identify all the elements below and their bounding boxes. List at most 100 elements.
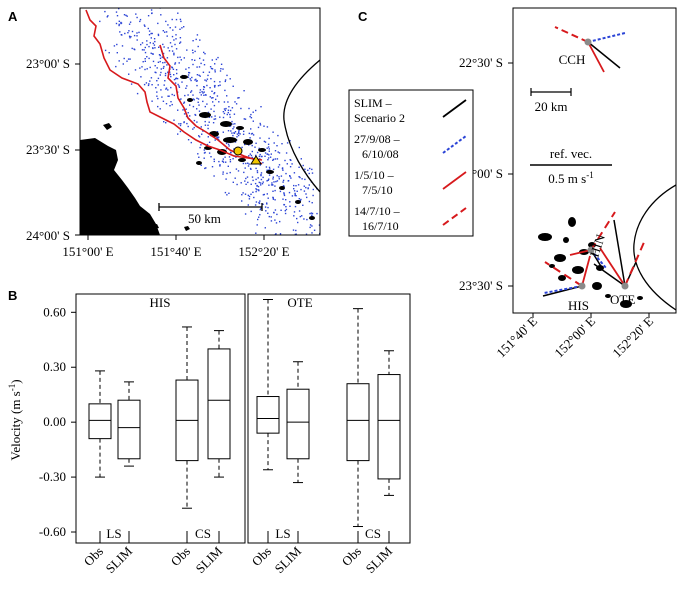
drifter-point	[187, 139, 190, 141]
drifter-point	[266, 180, 268, 182]
drifter-point	[192, 40, 194, 42]
drifter-point	[299, 176, 301, 179]
drifter-point	[222, 131, 224, 133]
drifter-point	[168, 50, 171, 52]
drifter-point	[211, 166, 214, 168]
drifter-point	[251, 150, 253, 153]
drifter-point	[162, 30, 164, 32]
y-axis-label: Velocity (m s-1)	[7, 379, 23, 460]
drifter-point	[272, 176, 274, 178]
drifter-point	[321, 236, 322, 237]
drifter-point	[134, 5, 135, 6]
drifter-point	[262, 194, 265, 196]
drifter-point	[104, 49, 107, 52]
drifter-point	[188, 72, 191, 74]
drifter-point	[160, 89, 162, 91]
drifter-point	[193, 99, 195, 101]
drifter-point	[326, 212, 327, 213]
drifter-point	[104, 10, 106, 13]
drifter-point	[274, 219, 276, 221]
drifter-point	[256, 170, 259, 172]
drifter-point	[165, 87, 168, 89]
legend-label: SLIM –	[354, 96, 393, 110]
drifter-point	[278, 178, 280, 180]
drifter-point	[227, 101, 229, 103]
drifter-point	[297, 184, 300, 186]
drifter-point	[226, 95, 228, 97]
drifter-point	[268, 137, 270, 140]
drifter-point	[210, 78, 212, 80]
drifter-point	[178, 62, 180, 64]
drifter-point	[171, 66, 173, 68]
drifter-point	[305, 193, 307, 195]
drifter-point	[177, 109, 179, 111]
drifter-point	[202, 71, 205, 73]
drifter-point	[282, 169, 284, 171]
drifter-point	[320, 231, 321, 232]
drifter-point	[245, 177, 247, 180]
drifter-point	[255, 142, 257, 144]
drifter-point	[244, 143, 246, 146]
drifter-point	[213, 80, 216, 83]
drifter-point	[214, 63, 216, 65]
drifter-point	[268, 174, 271, 176]
drifter-point	[169, 27, 171, 29]
legend-swatch-slim	[442, 99, 467, 118]
drifter-point	[259, 164, 261, 166]
drifter-point	[285, 152, 288, 154]
drifter-point	[164, 72, 167, 75]
drifter-point	[239, 133, 241, 135]
drifter-point	[248, 132, 250, 135]
drifter-point	[298, 198, 300, 200]
drifter-point	[179, 28, 181, 30]
drifter-point	[237, 134, 240, 137]
drifter-point	[217, 56, 219, 59]
drifter-point	[229, 161, 232, 163]
drifter-point	[249, 153, 251, 155]
drifter-point	[260, 178, 263, 181]
drifter-point	[153, 44, 156, 46]
drifter-point	[281, 167, 284, 169]
drifter-point	[177, 133, 179, 135]
drifter-point	[155, 87, 157, 89]
drifter-point	[149, 80, 151, 82]
drifter-point	[248, 155, 250, 157]
drifter-point	[236, 133, 239, 135]
drifter-point	[139, 18, 142, 21]
reef-patches	[180, 75, 315, 220]
drifter-point	[192, 94, 194, 96]
legend-label: 6/10/08	[362, 147, 399, 161]
drifter-point	[198, 104, 200, 106]
x-tick-label: Obs	[168, 544, 193, 569]
drifter-point	[196, 66, 198, 68]
drifter-point	[246, 176, 249, 178]
drifter-point	[295, 185, 297, 187]
drifter-point	[163, 65, 165, 68]
map-c-lat-label: 22°30' S	[459, 55, 503, 70]
drifter-point	[187, 74, 190, 76]
drifter-point	[206, 143, 209, 146]
drifter-point	[121, 45, 124, 47]
drifter-point	[149, 42, 151, 44]
drifter-point	[158, 54, 161, 56]
drifter-points	[99, 5, 327, 237]
drifter-point	[274, 189, 276, 192]
drifter-point	[304, 168, 306, 170]
iqr-box	[346, 383, 370, 462]
drifter-point	[218, 136, 220, 138]
drifter-point	[178, 86, 181, 88]
drifter-point	[244, 213, 247, 215]
drifter-point	[148, 57, 150, 60]
drifter-point	[236, 136, 238, 138]
drifter-point	[283, 194, 286, 197]
drifter-point	[150, 52, 152, 54]
drifter-point	[175, 77, 177, 79]
drifter-point	[245, 162, 247, 165]
drifter-point	[128, 30, 130, 32]
drifter-point	[183, 101, 186, 103]
drifter-point	[131, 30, 134, 33]
drifter-point	[151, 12, 153, 14]
drifter-point	[235, 168, 238, 170]
legend-c: SLIM – Scenario 2 27/9/08 – 6/10/08 1/5/…	[348, 89, 474, 237]
drifter-point	[144, 25, 146, 27]
